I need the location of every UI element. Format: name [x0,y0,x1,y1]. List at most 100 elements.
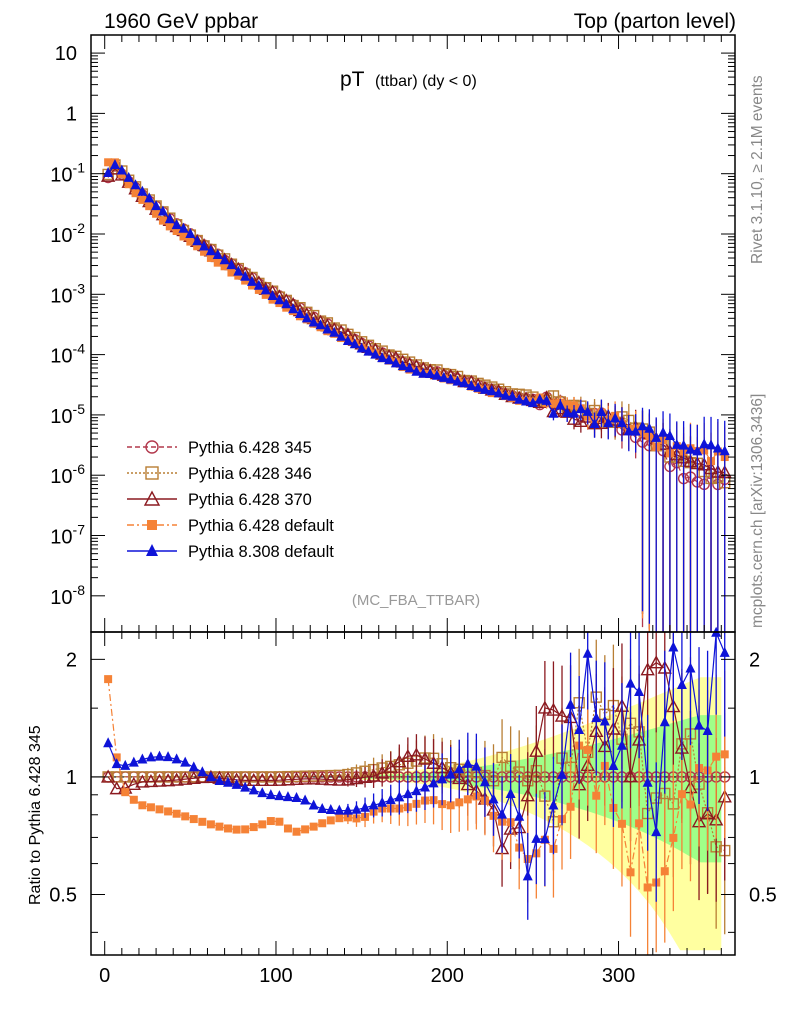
data-point [197,766,208,777]
data-point [617,819,626,828]
data-point [555,399,566,410]
axis-ticks: 0 100 200 300 10 1 10-1 10-2 10-3 10-4 10-5 10-6 10-… [49,35,777,987]
y-tick-label: 10-6 [50,461,85,488]
data-point [377,352,388,363]
data-point [256,771,268,783]
data-point [640,662,655,676]
data-point [272,772,287,786]
data-point [349,338,360,349]
data-point [121,788,130,797]
data-point [349,771,364,785]
data-point [308,316,319,327]
data-point [397,360,408,371]
data-point [623,769,638,783]
data-point [554,708,570,722]
data-point [123,171,134,182]
data-point [486,385,497,396]
data-point [223,776,234,787]
data-point [170,771,183,783]
data-point [128,756,139,767]
data-point [573,413,589,427]
data-point [199,240,210,251]
data-point [112,753,121,762]
data-point [676,679,687,690]
data-point [317,802,328,813]
ratio-y-tick-label: 1 [66,767,77,789]
legend-label: Pythia 6.428 370 [188,491,312,509]
data-point [428,777,439,788]
data-point [463,795,472,804]
data-point [534,393,545,404]
data-point [659,716,670,727]
ratio-y-axis-label: Ratio to Pythia 6.428 345 [27,725,44,905]
data-point [668,641,679,652]
data-point [644,422,655,433]
reference-band-inner [361,715,722,863]
data-point [356,342,367,353]
data-point [192,235,203,246]
data-point [185,228,196,239]
data-point [126,776,141,790]
data-point [649,655,664,669]
data-point [563,400,572,409]
data-point [411,785,422,796]
data-point [301,825,310,834]
data-point [258,820,267,829]
data-point [100,769,116,783]
data-point [334,804,345,815]
data-point [719,646,730,657]
data-point [307,770,320,782]
analysis-label: (MC_FBA_TTBAR) [352,592,480,609]
data-point [566,411,582,425]
data-point [419,781,430,792]
data-point [282,770,294,783]
header-process-label: Top (parton level) [574,10,736,33]
y-tick-label: 10-5 [50,401,85,428]
data-point [205,771,216,782]
data-point [642,776,653,787]
data-point [616,416,627,427]
plot-title-main: pT [340,68,365,91]
data-point [224,824,233,833]
data-point [562,406,573,417]
data-point [131,189,140,198]
data-point [634,686,645,697]
data-point [610,412,621,423]
data-point [267,290,278,301]
data-point [289,771,304,786]
data-point [281,298,292,309]
data-point [342,804,353,815]
data-point [496,751,508,764]
ratio-plot-series [100,626,732,955]
plot-title-sub: (ttbar) (dy < 0) [375,73,477,90]
data-point [677,790,686,799]
data-point [158,216,167,225]
data-point [363,345,374,356]
data-point [274,294,285,305]
data-point [200,247,209,256]
data-point [322,323,333,334]
data-point [240,781,251,792]
data-point [172,809,181,818]
data-point [479,776,490,787]
data-point [120,759,131,770]
data-point [686,800,695,809]
x-tick-label: 300 [602,965,635,987]
ratio-series-4 [103,626,730,920]
data-point [438,371,449,382]
legend: Pythia 6.428 345 Pythia 6.428 346 Pythia 6… [127,439,334,561]
data-point [446,801,455,810]
data-point [160,773,176,787]
data-point [685,443,696,454]
data-point [574,723,585,734]
data-point [103,167,114,178]
data-point [219,254,230,265]
data-point [583,745,592,754]
data-point [288,303,299,314]
y-tick-label: 10-7 [50,522,85,549]
data-point [186,237,195,246]
data-point [625,677,636,688]
data-point [352,814,361,823]
data-point [402,788,413,799]
data-point [318,819,327,828]
